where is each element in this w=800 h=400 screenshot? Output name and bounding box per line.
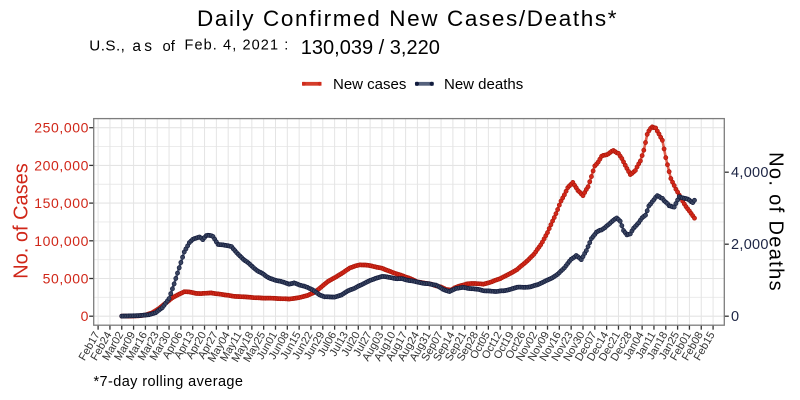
svg-text:No. of Cases: No. of Cases — [11, 163, 33, 279]
svg-text:150,000: 150,000 — [34, 195, 89, 211]
svg-text:No. of Deaths: No. of Deaths — [765, 152, 787, 292]
svg-text:200,000: 200,000 — [34, 157, 89, 173]
svg-text:of: of — [163, 39, 176, 55]
svg-text:250,000: 250,000 — [34, 120, 89, 136]
svg-text:4,000: 4,000 — [731, 165, 769, 181]
svg-text:100,000: 100,000 — [34, 233, 89, 249]
svg-text:Daily Confirmed New Cases/Deat: Daily Confirmed New Cases/Deaths* — [197, 6, 618, 31]
svg-text:*7-day rolling average: *7-day rolling average — [94, 374, 244, 390]
svg-text:0: 0 — [81, 308, 89, 324]
svg-text:50,000: 50,000 — [43, 271, 89, 287]
svg-text:0: 0 — [731, 309, 739, 325]
svg-text:Feb. 4, 2021 :: Feb. 4, 2021 : — [185, 38, 290, 54]
svg-text:130,039 / 3,220: 130,039 / 3,220 — [301, 37, 440, 59]
svg-text:New cases: New cases — [333, 76, 406, 93]
svg-text:as: as — [132, 38, 155, 55]
svg-text:U.S.,: U.S., — [89, 37, 125, 54]
svg-text:2,000: 2,000 — [731, 237, 769, 253]
svg-text:New deaths: New deaths — [444, 76, 523, 93]
